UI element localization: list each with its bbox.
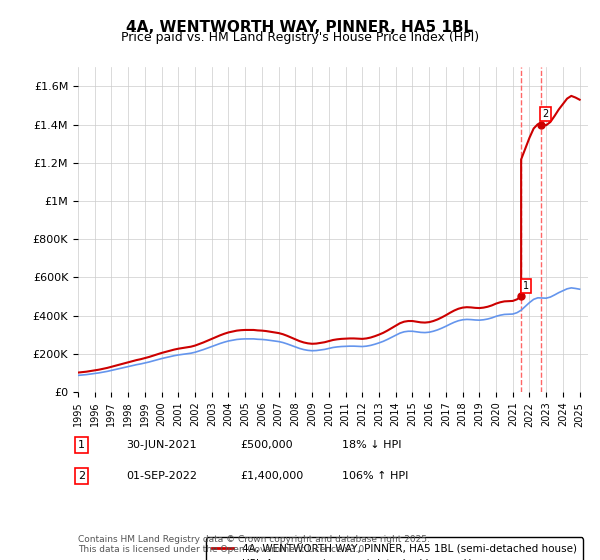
Text: 106% ↑ HPI: 106% ↑ HPI (342, 471, 409, 481)
Text: 4A, WENTWORTH WAY, PINNER, HA5 1BL: 4A, WENTWORTH WAY, PINNER, HA5 1BL (127, 20, 473, 35)
Text: 1: 1 (78, 440, 85, 450)
Text: £500,000: £500,000 (240, 440, 293, 450)
Text: £1,400,000: £1,400,000 (240, 471, 303, 481)
Text: 2: 2 (542, 109, 548, 119)
Text: 01-SEP-2022: 01-SEP-2022 (126, 471, 197, 481)
Text: 2: 2 (78, 471, 85, 481)
Text: 18% ↓ HPI: 18% ↓ HPI (342, 440, 401, 450)
Legend: 4A, WENTWORTH WAY, PINNER, HA5 1BL (semi-detached house), HPI: Average price, se: 4A, WENTWORTH WAY, PINNER, HA5 1BL (semi… (206, 538, 583, 560)
Text: 1: 1 (523, 281, 529, 291)
Text: Contains HM Land Registry data © Crown copyright and database right 2025.
This d: Contains HM Land Registry data © Crown c… (78, 535, 430, 554)
Text: 30-JUN-2021: 30-JUN-2021 (126, 440, 197, 450)
Text: Price paid vs. HM Land Registry's House Price Index (HPI): Price paid vs. HM Land Registry's House … (121, 31, 479, 44)
